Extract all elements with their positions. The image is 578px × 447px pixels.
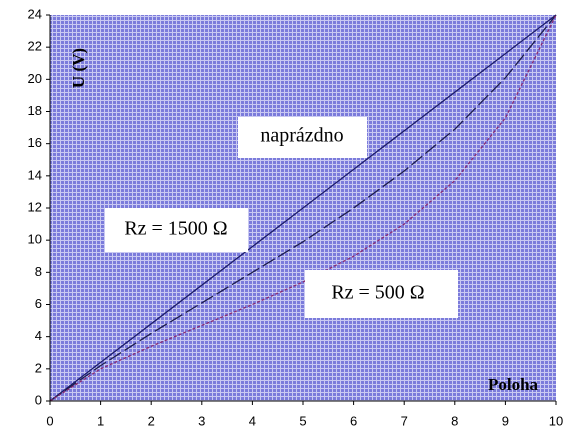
y-tick-label: 16 (28, 135, 42, 150)
label-box (238, 117, 367, 158)
series-label: Rz = 500 Ω (331, 282, 424, 304)
series-label: naprázdno (260, 125, 343, 147)
x-tick-label: 3 (198, 413, 205, 428)
x-tick-label: 9 (502, 413, 509, 428)
x-tick-label: 8 (451, 413, 458, 428)
x-axis-label: Poloha (488, 375, 539, 394)
y-tick-label: 12 (28, 199, 42, 214)
series-line (49, 14, 557, 402)
y-tick-label: 2 (35, 360, 42, 375)
y-tick-label: 4 (35, 328, 42, 343)
x-tick-label: 2 (148, 413, 155, 428)
x-tick-label: 6 (350, 413, 357, 428)
label-box (105, 208, 248, 252)
series-label: Rz = 1500 Ω (124, 218, 227, 240)
x-tick-label: 1 (97, 413, 104, 428)
x-tick-label: 4 (249, 413, 256, 428)
series-line (49, 14, 557, 402)
y-tick-label: 22 (28, 39, 42, 54)
y-tick-label: 20 (28, 71, 42, 86)
x-tick-label: 0 (46, 413, 53, 428)
x-tick-label: 7 (401, 413, 408, 428)
y-tick-label: 0 (35, 392, 42, 407)
label-box (305, 270, 458, 318)
y-tick-label: 6 (35, 296, 42, 311)
series-line (49, 14, 557, 402)
y-tick-label: 8 (35, 264, 42, 279)
y-axis-label: U (V) (69, 48, 88, 88)
y-tick-label: 18 (28, 103, 42, 118)
y-tick-label: 14 (28, 167, 42, 182)
y-tick-label: 24 (28, 6, 42, 21)
y-tick-label: 10 (28, 232, 42, 247)
x-tick-label: 10 (549, 413, 563, 428)
x-tick-label: 5 (299, 413, 306, 428)
